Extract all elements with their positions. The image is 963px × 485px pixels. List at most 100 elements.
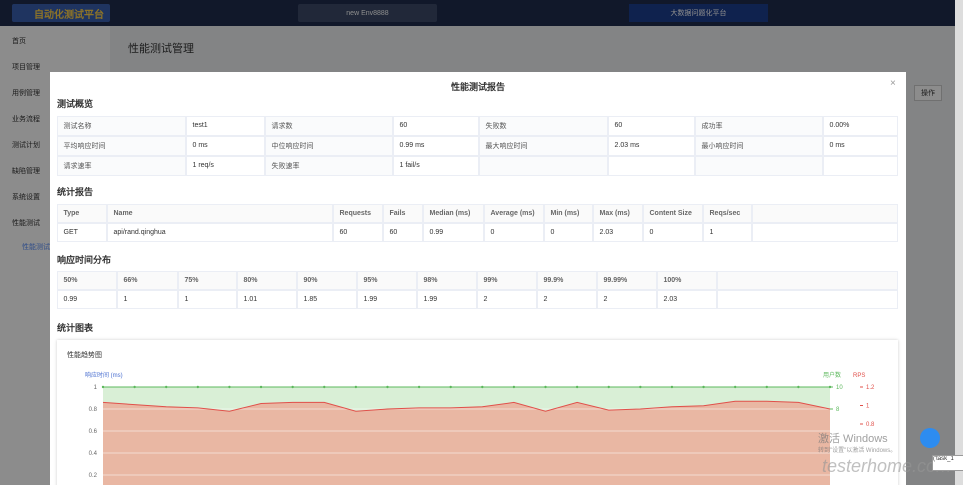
chart-panel: 性能趋势图 响应时间 (ms) 用户数 RPS 1 0.8 0.6 0.4 0.2 10 8 1.2… bbox=[57, 340, 898, 485]
nav-item: 性能测试 bbox=[12, 220, 40, 227]
table-cell-empty bbox=[751, 203, 898, 223]
table-header: 99% bbox=[476, 270, 537, 290]
table-header: 66% bbox=[116, 270, 178, 290]
table-cell: 0 bbox=[483, 222, 544, 242]
y-tick-label: 0.4 bbox=[89, 451, 98, 457]
y-axis-label: 响应时间 (ms) bbox=[85, 371, 123, 379]
table-header: 98% bbox=[416, 270, 477, 290]
table-header: 90% bbox=[296, 270, 357, 290]
y3-axis-label: RPS bbox=[853, 373, 865, 379]
trend-chart: 响应时间 (ms) 用户数 RPS 1 0.8 0.6 0.4 0.2 10 8 1.2 1 0.8 bbox=[85, 371, 875, 485]
chart-title: 性能趋势图 bbox=[67, 352, 102, 359]
section-title: 统计图表 bbox=[57, 323, 94, 333]
y-tick-label: 0.2 bbox=[89, 473, 98, 479]
platform-button[interactable]: 大数据问题化平台 bbox=[629, 4, 768, 22]
table-cell: 中位响应时间 bbox=[264, 135, 393, 156]
table-header: Average (ms) bbox=[483, 203, 544, 223]
table-cell-empty bbox=[478, 155, 608, 176]
y3-tick-label: 1 bbox=[866, 404, 870, 410]
table-cell: 请求数 bbox=[264, 115, 393, 136]
section-title: 测试概览 bbox=[57, 99, 94, 109]
series-point bbox=[797, 385, 800, 389]
nav-item: 业务流程 bbox=[12, 116, 40, 123]
table-header: Name bbox=[106, 203, 333, 223]
nav-item: 性能测试 bbox=[22, 244, 50, 251]
series-point bbox=[765, 385, 768, 389]
table-cell-empty bbox=[694, 155, 823, 176]
env-select[interactable]: new Env8888 bbox=[298, 4, 437, 22]
table-cell: 失败数 bbox=[478, 115, 608, 136]
table-header: Max (ms) bbox=[592, 203, 643, 223]
series-point bbox=[101, 385, 105, 389]
watermark: 激活 Windows bbox=[818, 433, 888, 445]
table-cell: 0.00% bbox=[822, 115, 898, 136]
y2-tick-label: 10 bbox=[836, 385, 843, 391]
table-cell: 0.99 ms bbox=[392, 135, 479, 156]
table-cell-empty bbox=[716, 270, 898, 290]
table-cell: 1.99 bbox=[356, 289, 417, 309]
nav-item: 系统设置 bbox=[12, 194, 40, 201]
table-header: Fails bbox=[382, 203, 423, 223]
table-cell: 2.03 bbox=[592, 222, 643, 242]
table-cell-empty bbox=[751, 222, 898, 242]
table-cell-empty bbox=[607, 155, 695, 176]
page-title: 性能测试管理 bbox=[128, 43, 194, 55]
table-cell: 测试名称 bbox=[56, 115, 186, 136]
series-point bbox=[544, 385, 547, 389]
series-point bbox=[228, 385, 231, 389]
table-cell: 成功率 bbox=[694, 115, 823, 136]
table-cell: test1 bbox=[185, 115, 265, 136]
table-cell: 平均响应时间 bbox=[56, 135, 186, 156]
y-tick-label: 1 bbox=[94, 385, 98, 391]
table-cell: api/rand.qinghua bbox=[106, 222, 333, 242]
table-header: Requests bbox=[332, 203, 383, 223]
table-cell: 60 bbox=[607, 115, 695, 136]
action-header: 操作 bbox=[914, 85, 942, 101]
series-line bbox=[102, 400, 831, 412]
series-point bbox=[449, 385, 452, 389]
series-point bbox=[386, 385, 389, 389]
table-header: 50% bbox=[56, 270, 117, 290]
series-point bbox=[512, 385, 516, 389]
y3-tick-label: 1.2 bbox=[866, 385, 875, 391]
table-cell-empty bbox=[716, 289, 898, 309]
y-tick-label: 0.8 bbox=[89, 407, 98, 413]
watermark: 转到"设置"以激活 Windows。 bbox=[818, 448, 897, 454]
table-cell: 60 bbox=[382, 222, 423, 242]
table-header: 100% bbox=[656, 270, 717, 290]
series-point bbox=[639, 385, 642, 389]
table-cell: 1 bbox=[177, 289, 237, 309]
series-point bbox=[323, 385, 326, 389]
float-button[interactable] bbox=[920, 428, 940, 448]
table-header: 99.9% bbox=[536, 270, 597, 290]
section-title: 响应时间分布 bbox=[57, 255, 112, 265]
table-cell: 2 bbox=[596, 289, 657, 309]
nav-item: 首页 bbox=[12, 38, 26, 45]
close-button[interactable]: × bbox=[890, 78, 896, 89]
nav-item: 缺陷管理 bbox=[12, 168, 40, 175]
y3-tick-label: 0.8 bbox=[866, 422, 875, 428]
series-point bbox=[575, 385, 579, 389]
modal-title: 性能测试报告 bbox=[450, 82, 505, 92]
table-cell: 0 bbox=[642, 222, 703, 242]
table-cell: 2 bbox=[476, 289, 537, 309]
table-cell: 1.99 bbox=[416, 289, 477, 309]
series-point bbox=[133, 385, 136, 389]
table-cell-empty bbox=[822, 155, 898, 176]
table-cell: 1 req/s bbox=[185, 155, 265, 176]
y-tick-label: 0.6 bbox=[89, 429, 98, 435]
series-point bbox=[354, 385, 358, 389]
table-cell: 2 bbox=[536, 289, 597, 309]
series-point bbox=[702, 385, 705, 389]
report-modal: 性能测试报告 × 测试概览 统计报告 响应时间分布 统计图表 性能趋势图 响应时… bbox=[50, 72, 906, 485]
table-header: 80% bbox=[236, 270, 297, 290]
series-point bbox=[670, 385, 674, 389]
table-cell: 60 bbox=[332, 222, 383, 242]
series-point bbox=[259, 385, 263, 389]
series-point bbox=[196, 385, 200, 389]
table-cell: 1.85 bbox=[296, 289, 357, 309]
logo: 自动化测试平台 bbox=[34, 10, 104, 21]
table-cell: 请求速率 bbox=[56, 155, 186, 176]
table-cell: 2.03 ms bbox=[607, 135, 695, 156]
table-cell: 1 bbox=[702, 222, 752, 242]
